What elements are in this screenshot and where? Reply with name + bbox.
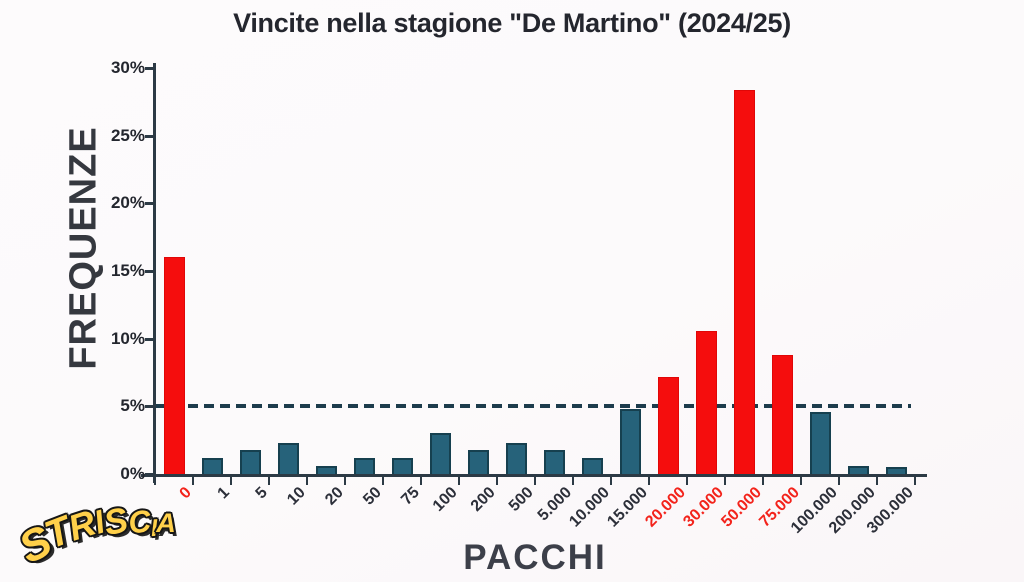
bar-15.000 xyxy=(619,409,641,474)
x-axis-tick xyxy=(838,476,840,485)
bar-75.000 xyxy=(771,354,793,474)
x-axis-tick xyxy=(534,476,536,485)
bar-5 xyxy=(239,449,261,474)
x-category-label-50.000: 50.000 xyxy=(718,484,766,531)
bar-50.000 xyxy=(733,89,755,474)
x-axis-tick xyxy=(648,476,650,485)
x-category-label-5: 5 xyxy=(252,484,272,503)
chart-title: Vincite nella stagione "De Martino" (202… xyxy=(233,8,791,38)
x-category-label-1: 1 xyxy=(214,484,234,503)
x-axis-tick xyxy=(306,476,308,485)
bar-200 xyxy=(467,449,489,474)
y-axis-tick xyxy=(145,405,156,409)
y-axis-tick xyxy=(145,134,156,138)
bar-slot xyxy=(497,68,535,474)
bars-container xyxy=(155,68,915,474)
x-axis-tick xyxy=(610,476,612,485)
striscia-logo-letter: A xyxy=(156,507,176,538)
x-axis-tick xyxy=(724,476,726,485)
bar-slot xyxy=(459,68,497,474)
x-axis-tick xyxy=(496,476,498,485)
bar-slot xyxy=(535,68,573,474)
striscia-logo-letter: C xyxy=(125,503,153,541)
y-tick-label: 10% xyxy=(110,328,145,348)
bar-slot xyxy=(801,68,839,474)
bar-20 xyxy=(315,465,337,474)
bar-300.000 xyxy=(885,467,907,474)
x-category-label-100: 100 xyxy=(430,484,462,515)
bar-slot xyxy=(345,68,383,474)
bar-0 xyxy=(163,257,185,474)
bar-1 xyxy=(201,457,223,474)
x-axis-tick xyxy=(458,476,460,485)
y-axis-tick xyxy=(145,202,156,206)
y-axis-tick xyxy=(145,337,156,341)
x-category-label-0: 0 xyxy=(176,484,196,503)
x-category-label-30.000: 30.000 xyxy=(680,484,728,531)
x-category-label-10.000: 10.000 xyxy=(566,484,614,531)
bar-slot xyxy=(687,68,725,474)
x-category-label-75: 75 xyxy=(398,484,424,509)
x-axis-tick xyxy=(382,476,384,485)
x-axis-tick xyxy=(914,476,916,485)
bar-75 xyxy=(391,457,413,474)
bar-10.000 xyxy=(581,457,603,474)
bar-slot xyxy=(231,68,269,474)
x-category-label-15.000: 15.000 xyxy=(604,484,652,531)
y-tick-label: 5% xyxy=(120,396,145,416)
x-axis-tick xyxy=(192,476,194,485)
x-axis-tick xyxy=(420,476,422,485)
x-axis-tick xyxy=(230,476,232,485)
bar-20.000 xyxy=(657,376,679,474)
bar-100 xyxy=(429,433,451,474)
bar-slot xyxy=(383,68,421,474)
x-category-label-10: 10 xyxy=(284,484,310,509)
y-tick-label: 30% xyxy=(110,58,145,77)
bar-100.000 xyxy=(809,411,831,474)
bar-30.000 xyxy=(695,330,717,474)
x-axis-tick xyxy=(268,476,270,485)
bar-slot xyxy=(573,68,611,474)
bar-slot xyxy=(763,68,801,474)
y-tick-label: 25% xyxy=(110,125,145,145)
y-tick-label: 0% xyxy=(120,464,145,483)
y-axis-line xyxy=(153,63,156,483)
bar-slot xyxy=(839,68,877,474)
x-category-label-20.000: 20.000 xyxy=(642,484,690,531)
x-axis-tick xyxy=(762,476,764,485)
bar-5.000 xyxy=(543,449,565,474)
y-axis-tick xyxy=(145,270,156,273)
bar-200.000 xyxy=(847,465,869,474)
x-axis-tick xyxy=(154,476,156,485)
bar-slot xyxy=(269,68,307,474)
x-category-label-50: 50 xyxy=(360,484,386,509)
bar-50 xyxy=(353,457,375,474)
bar-slot xyxy=(421,68,459,474)
bar-10 xyxy=(277,442,299,474)
bar-slot xyxy=(155,68,193,474)
bar-slot xyxy=(193,68,231,474)
bar-slot xyxy=(877,68,915,474)
x-axis-tick xyxy=(572,476,574,485)
bar-slot xyxy=(725,68,763,474)
bar-slot xyxy=(307,68,345,474)
y-tick-label: 20% xyxy=(110,193,145,213)
x-category-label-500: 500 xyxy=(506,484,538,515)
x-axis-line xyxy=(141,474,927,477)
bar-slot xyxy=(611,68,649,474)
x-axis-tick xyxy=(800,476,802,485)
x-axis-tick xyxy=(686,476,688,485)
x-axis-tick xyxy=(876,476,878,485)
y-tick-label: 15% xyxy=(110,261,145,280)
y-axis-tick xyxy=(145,473,156,476)
y-axis-tick xyxy=(145,67,156,70)
x-category-label-200: 200 xyxy=(468,484,500,515)
reference-dashed-line xyxy=(156,404,911,409)
x-axis-title: PACCHI xyxy=(463,538,607,577)
bar-500 xyxy=(505,442,527,474)
x-category-label-20: 20 xyxy=(322,484,348,509)
bar-slot xyxy=(649,68,687,474)
x-axis-tick xyxy=(344,476,346,485)
